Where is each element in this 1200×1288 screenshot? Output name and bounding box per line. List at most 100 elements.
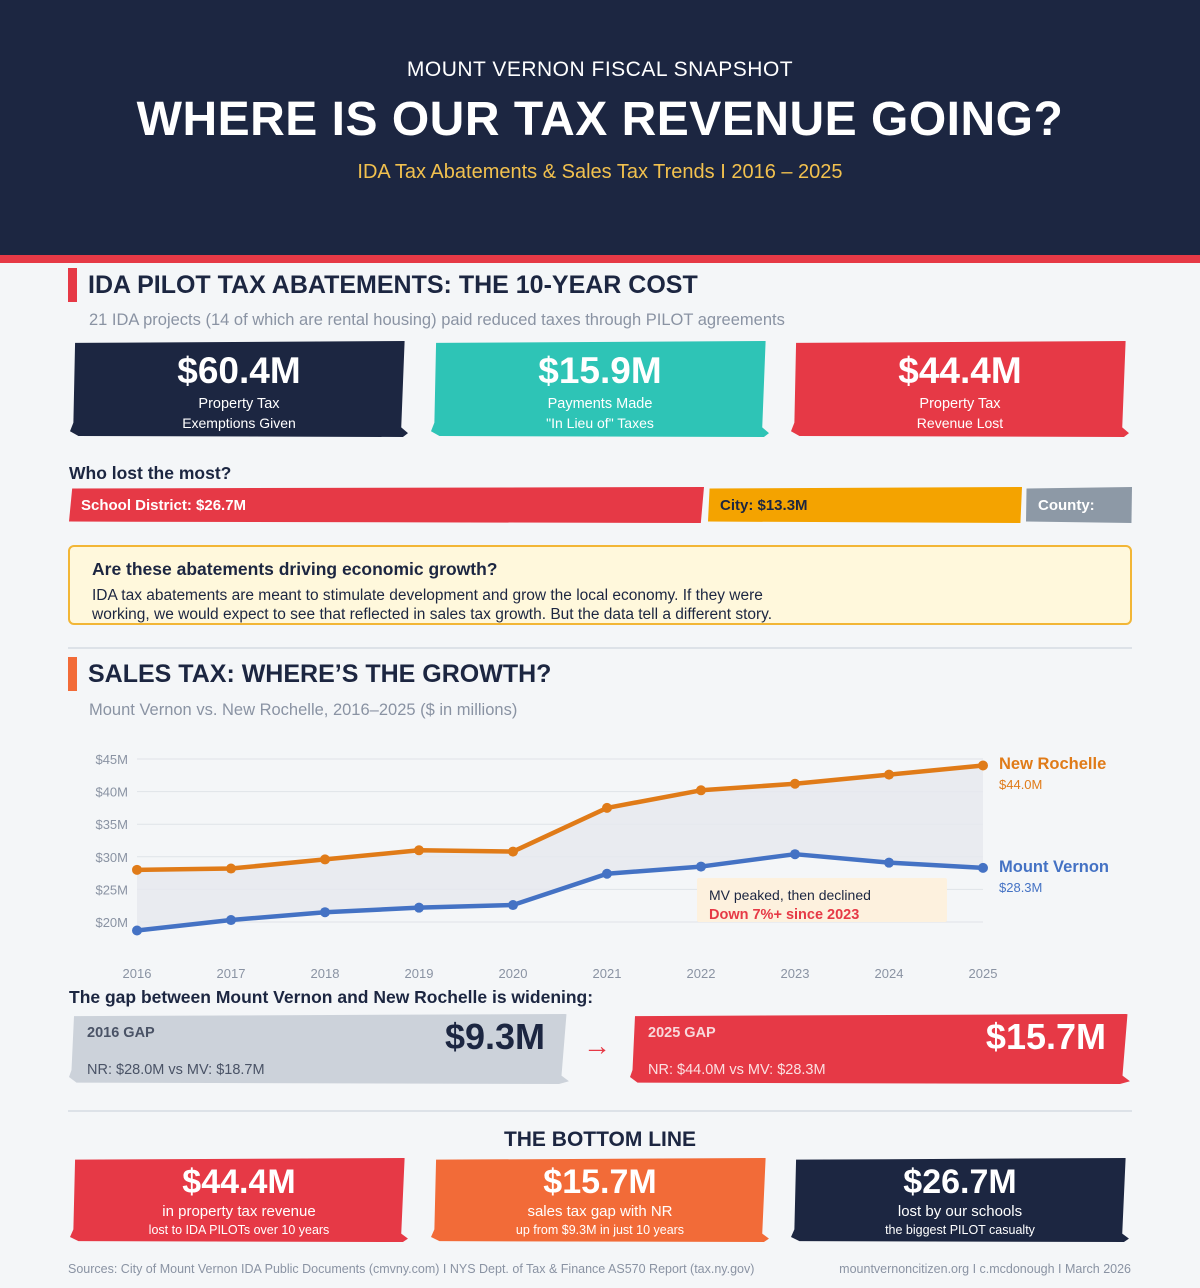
section-divider: [68, 647, 1132, 649]
x-tick-label: 2018: [311, 966, 340, 981]
stat-card-exemptions: $60.4M Property Tax Exemptions Given: [70, 341, 408, 437]
callout-heading: Are these abatements driving economic gr…: [92, 559, 498, 579]
who-lost-label: Who lost the most?: [69, 463, 232, 483]
data-point: [978, 760, 988, 771]
data-point: [320, 854, 330, 865]
x-tick-label: 2021: [593, 966, 622, 981]
lost-bar-city: City: $13.3M: [708, 487, 1022, 523]
page-title: WHERE IS OUR TAX REVENUE GOING?: [136, 93, 1064, 146]
x-tick-label: 2023: [781, 966, 810, 981]
stat-label-line1: Payments Made: [547, 396, 653, 412]
annotation-highlight: Down 7%+ since 2023: [709, 907, 859, 923]
sales-tax-line-chart: $20M $25M $30M $35M $40M $45M 2016 2017 2018 2019…: [95, 752, 1109, 981]
bottom-card-line2: up from $9.3M in just 10 years: [515, 1223, 685, 1237]
data-point: [978, 862, 988, 873]
sales-tax-section-subtitle: Mount Vernon vs. New Rochelle, 2016–2025…: [89, 701, 518, 719]
data-point: [414, 902, 424, 913]
bottom-card-value: $26.7M: [903, 1163, 1017, 1201]
header-kicker: MOUNT VERNON FISCAL SNAPSHOT: [406, 58, 794, 81]
x-tick-label: 2024: [875, 966, 904, 981]
stat-label-line1: Property Tax: [919, 396, 1001, 412]
x-tick-label: 2016: [123, 966, 152, 981]
stat-value: $15.9M: [538, 350, 662, 391]
gap-card-value: $9.3M: [444, 1016, 545, 1057]
y-tick-label: $30M: [95, 850, 128, 865]
y-tick-label: $25M: [95, 882, 128, 897]
data-point: [602, 868, 612, 879]
gap-card-label: 2025 GAP: [648, 1025, 716, 1041]
data-point: [226, 915, 236, 926]
sales-tax-section-title: SALES TAX: WHERE’S THE GROWTH?: [68, 657, 551, 691]
abatements-section-subtitle: 21 IDA projects (14 of which are rental …: [89, 311, 785, 329]
arrow-right-icon: →: [583, 1030, 611, 1061]
stat-value: $44.4M: [898, 350, 1022, 391]
annotation-box: [697, 878, 947, 922]
section-divider: [68, 1110, 1132, 1112]
bottom-card-schools: $26.7M lost by our schools the biggest P…: [791, 1158, 1129, 1242]
stat-card-payments: $15.9M Payments Made "In Lieu of" Taxes: [431, 341, 769, 437]
x-tick-label: 2019: [405, 966, 434, 981]
x-tick-label: 2022: [687, 966, 716, 981]
growth-callout: Are these abatements driving economic gr…: [68, 545, 1132, 625]
stat-label-line1: Property Tax: [198, 396, 280, 412]
gap-label: The gap between Mount Vernon and New Roc…: [69, 987, 594, 1007]
bottom-card-line2: lost to IDA PILOTs over 10 years: [148, 1223, 330, 1237]
footer-sources: Sources: City of Mount Vernon IDA Public…: [68, 1262, 755, 1276]
series-line: [134, 851, 986, 933]
gap-card-value: $15.7M: [985, 1016, 1106, 1057]
lost-bar-school-district: School District: $26.7M: [69, 487, 704, 523]
y-tick-label: $35M: [95, 817, 128, 832]
bottom-card-property-tax: $44.4M in property tax revenue lost to I…: [70, 1158, 408, 1242]
series-name-label: New Rochelle: [999, 755, 1106, 773]
y-tick-label: $45M: [95, 752, 128, 767]
data-point: [414, 845, 424, 856]
data-point: [132, 864, 142, 875]
data-point: [884, 857, 894, 868]
abatements-section-title: IDA PILOT TAX ABATEMENTS: THE 10-YEAR CO…: [68, 268, 698, 302]
gap-area: [137, 765, 983, 931]
gap-card-2016: 2016 GAP $9.3M NR: $28.0M vs MV: $18.7M: [69, 1014, 569, 1084]
stat-value: $60.4M: [177, 350, 301, 391]
bottom-line-title: THE BOTTOM LINE: [503, 1128, 697, 1151]
series-line: [134, 763, 986, 873]
annotation-text: MV peaked, then declined: [709, 887, 871, 903]
bottom-card-value: $15.7M: [543, 1163, 657, 1201]
stat-label-line2: Revenue Lost: [916, 415, 1004, 431]
header-subtitle: IDA Tax Abatements & Sales Tax Trends I …: [357, 161, 843, 183]
data-point: [508, 900, 518, 911]
x-tick-label: 2025: [969, 966, 998, 981]
data-point: [320, 907, 330, 918]
bottom-card-line1: sales tax gap with NR: [527, 1203, 673, 1220]
gap-card-label: 2016 GAP: [87, 1025, 155, 1041]
footer-credit: mountvernoncitizen.org I c.mcdonough I M…: [839, 1262, 1131, 1276]
data-point: [602, 802, 612, 813]
series-end-value: $28.3M: [999, 880, 1042, 895]
lost-bar-county: County: $4.4M: [1026, 487, 1132, 523]
gap-card-compare: NR: $28.0M vs MV: $18.7M: [87, 1062, 265, 1078]
series-name-label: Mount Vernon: [999, 858, 1109, 876]
gap-card-2025: 2025 GAP $15.7M NR: $44.0M vs MV: $28.3M: [630, 1014, 1130, 1084]
y-tick-label: $40M: [95, 785, 128, 800]
x-tick-label: 2020: [499, 966, 528, 981]
bottom-card-value: $44.4M: [182, 1163, 296, 1201]
data-point: [226, 863, 236, 874]
data-point: [696, 785, 706, 796]
data-point: [790, 778, 800, 789]
bottom-card-line2: the biggest PILOT casualty: [885, 1223, 1035, 1237]
series-end-value: $44.0M: [999, 777, 1042, 792]
data-point: [696, 861, 706, 872]
header-stripe: [0, 255, 1200, 263]
data-point: [508, 846, 518, 857]
bottom-card-line1: lost by our schools: [897, 1203, 1023, 1220]
gap-card-compare: NR: $44.0M vs MV: $28.3M: [648, 1062, 826, 1078]
stat-label-line2: "In Lieu of" Taxes: [546, 415, 654, 431]
data-point: [884, 769, 894, 780]
callout-body: IDA tax abatements are meant to stimulat…: [92, 587, 773, 623]
header-banner: MOUNT VERNON FISCAL SNAPSHOT WHERE IS OU…: [0, 0, 1200, 255]
data-point: [790, 849, 800, 860]
data-point: [132, 925, 142, 936]
bottom-card-sales-gap: $15.7M sales tax gap with NR up from $9.…: [431, 1158, 769, 1242]
stat-card-revenue-lost: $44.4M Property Tax Revenue Lost: [791, 341, 1129, 437]
stat-label-line2: Exemptions Given: [182, 415, 296, 431]
y-tick-label: $20M: [95, 915, 128, 930]
